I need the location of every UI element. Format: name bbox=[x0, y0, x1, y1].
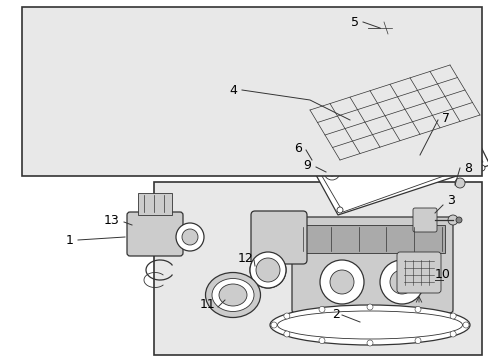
Ellipse shape bbox=[277, 311, 462, 339]
Text: 8: 8 bbox=[463, 162, 471, 175]
Circle shape bbox=[366, 304, 372, 310]
Circle shape bbox=[176, 223, 203, 251]
Polygon shape bbox=[339, 125, 374, 155]
Text: 13: 13 bbox=[104, 213, 120, 226]
Circle shape bbox=[256, 258, 280, 282]
Text: 7: 7 bbox=[441, 112, 449, 125]
Text: 6: 6 bbox=[293, 141, 301, 154]
Ellipse shape bbox=[212, 279, 253, 311]
Ellipse shape bbox=[205, 273, 260, 318]
Bar bbox=[138, 193, 172, 215]
Circle shape bbox=[462, 322, 468, 328]
Circle shape bbox=[283, 331, 289, 337]
Circle shape bbox=[454, 178, 464, 188]
Text: 3: 3 bbox=[446, 194, 454, 207]
Polygon shape bbox=[309, 65, 479, 160]
Text: 12: 12 bbox=[238, 252, 253, 265]
Bar bbox=[299, 225, 444, 253]
Bar bbox=[379, 22, 391, 34]
Text: 9: 9 bbox=[303, 158, 310, 171]
Circle shape bbox=[318, 306, 325, 312]
Ellipse shape bbox=[219, 284, 246, 306]
Ellipse shape bbox=[269, 305, 469, 345]
Ellipse shape bbox=[448, 91, 470, 109]
Text: 1: 1 bbox=[66, 234, 74, 247]
Circle shape bbox=[455, 217, 461, 223]
Circle shape bbox=[449, 331, 455, 337]
Circle shape bbox=[366, 340, 372, 346]
Circle shape bbox=[389, 270, 413, 294]
Circle shape bbox=[379, 260, 423, 304]
FancyBboxPatch shape bbox=[396, 252, 440, 293]
FancyBboxPatch shape bbox=[127, 212, 183, 256]
Text: 10: 10 bbox=[434, 269, 450, 282]
Circle shape bbox=[451, 107, 457, 113]
Circle shape bbox=[256, 258, 280, 282]
Circle shape bbox=[270, 322, 276, 328]
Circle shape bbox=[329, 270, 353, 294]
Circle shape bbox=[182, 229, 198, 245]
Circle shape bbox=[336, 207, 342, 213]
Bar bbox=[22, 7, 481, 176]
Circle shape bbox=[447, 215, 457, 225]
Circle shape bbox=[318, 338, 325, 343]
Polygon shape bbox=[311, 109, 482, 212]
FancyBboxPatch shape bbox=[291, 217, 452, 313]
Circle shape bbox=[478, 165, 484, 171]
Circle shape bbox=[440, 64, 448, 72]
Circle shape bbox=[249, 252, 285, 288]
Circle shape bbox=[324, 164, 339, 180]
Bar bbox=[154, 182, 481, 355]
Circle shape bbox=[414, 338, 420, 343]
Circle shape bbox=[414, 306, 420, 312]
Text: 4: 4 bbox=[228, 84, 237, 96]
Circle shape bbox=[319, 260, 363, 304]
FancyBboxPatch shape bbox=[250, 211, 306, 264]
Circle shape bbox=[309, 157, 315, 163]
Circle shape bbox=[283, 313, 289, 319]
Circle shape bbox=[313, 109, 321, 117]
Circle shape bbox=[449, 313, 455, 319]
Text: 11: 11 bbox=[200, 298, 215, 311]
Circle shape bbox=[327, 168, 335, 176]
Polygon shape bbox=[305, 105, 488, 215]
Circle shape bbox=[468, 114, 476, 122]
Circle shape bbox=[249, 252, 285, 288]
Circle shape bbox=[340, 154, 348, 162]
Text: 5: 5 bbox=[350, 15, 358, 28]
FancyBboxPatch shape bbox=[412, 208, 436, 232]
Text: 2: 2 bbox=[331, 309, 339, 321]
